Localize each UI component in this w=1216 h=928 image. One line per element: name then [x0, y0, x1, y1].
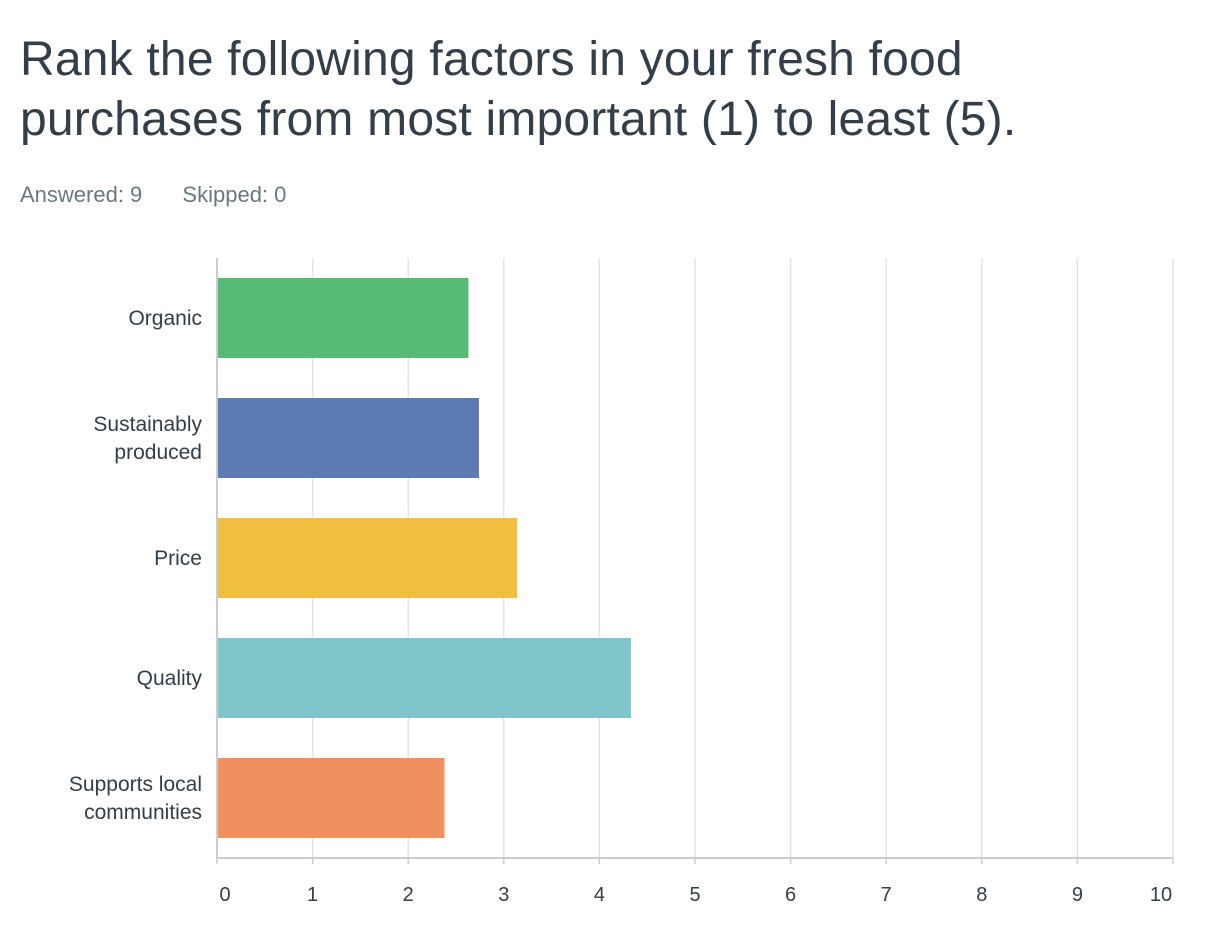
answered-count: Answered: 9 — [20, 182, 143, 207]
x-tick-label-5: 5 — [689, 884, 700, 906]
x-tick-label-1: 1 — [307, 884, 318, 906]
bar-supports-local-communities[interactable] — [217, 758, 445, 838]
bar-quality[interactable] — [217, 638, 631, 718]
question-title: Rank the following factors in your fresh… — [20, 33, 1017, 146]
bar-price[interactable] — [217, 518, 518, 598]
x-tick-label-4: 4 — [594, 884, 605, 906]
response-stats: Answered: 9 Skipped: 0 — [20, 182, 320, 208]
bar-sustainably-produced[interactable] — [217, 398, 479, 478]
bar-organic[interactable] — [217, 278, 469, 358]
x-tick-label-6: 6 — [785, 884, 796, 906]
category-label: Supports local communities — [69, 773, 202, 824]
category-label: Organic — [128, 307, 202, 330]
skipped-count: Skipped: 0 — [182, 182, 287, 207]
category-label: Price — [154, 547, 202, 570]
x-tick-label-7: 7 — [881, 884, 892, 906]
x-tick-label-2: 2 — [403, 884, 414, 906]
x-tick-label-0: 0 — [219, 884, 230, 906]
category-label: Quality — [137, 667, 203, 690]
category-label: Sustainably produced — [93, 413, 202, 464]
x-tick-label-8: 8 — [976, 884, 987, 906]
x-tick-label-10: 10 — [1150, 884, 1172, 906]
x-tick-label-9: 9 — [1072, 884, 1083, 906]
x-tick-label-3: 3 — [498, 884, 509, 906]
